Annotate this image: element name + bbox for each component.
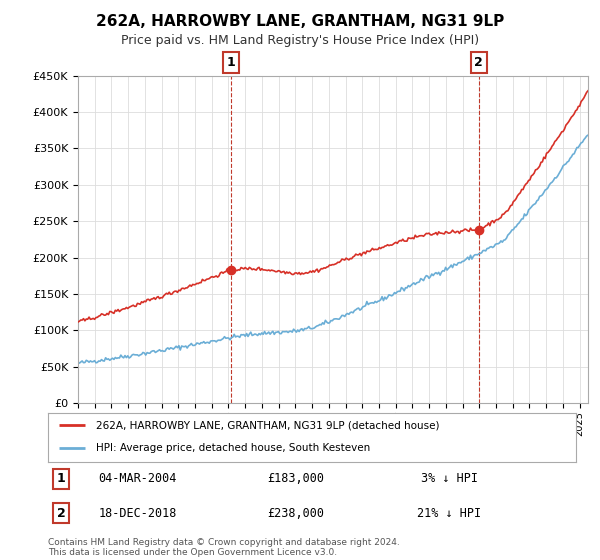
Text: 18-DEC-2018: 18-DEC-2018: [98, 507, 177, 520]
Text: 1: 1: [57, 473, 65, 486]
Text: 21% ↓ HPI: 21% ↓ HPI: [417, 507, 481, 520]
Text: £238,000: £238,000: [268, 507, 325, 520]
Text: 04-MAR-2004: 04-MAR-2004: [98, 473, 177, 486]
Text: HPI: Average price, detached house, South Kesteven: HPI: Average price, detached house, Sout…: [95, 443, 370, 453]
Text: 262A, HARROWBY LANE, GRANTHAM, NG31 9LP (detached house): 262A, HARROWBY LANE, GRANTHAM, NG31 9LP …: [95, 420, 439, 430]
Text: 1: 1: [227, 56, 236, 69]
Text: 3% ↓ HPI: 3% ↓ HPI: [421, 473, 478, 486]
Text: 2: 2: [57, 507, 65, 520]
Text: £183,000: £183,000: [268, 473, 325, 486]
Text: Contains HM Land Registry data © Crown copyright and database right 2024.
This d: Contains HM Land Registry data © Crown c…: [48, 538, 400, 557]
Text: 262A, HARROWBY LANE, GRANTHAM, NG31 9LP: 262A, HARROWBY LANE, GRANTHAM, NG31 9LP: [96, 14, 504, 29]
Text: Price paid vs. HM Land Registry's House Price Index (HPI): Price paid vs. HM Land Registry's House …: [121, 34, 479, 46]
Text: 2: 2: [474, 56, 483, 69]
